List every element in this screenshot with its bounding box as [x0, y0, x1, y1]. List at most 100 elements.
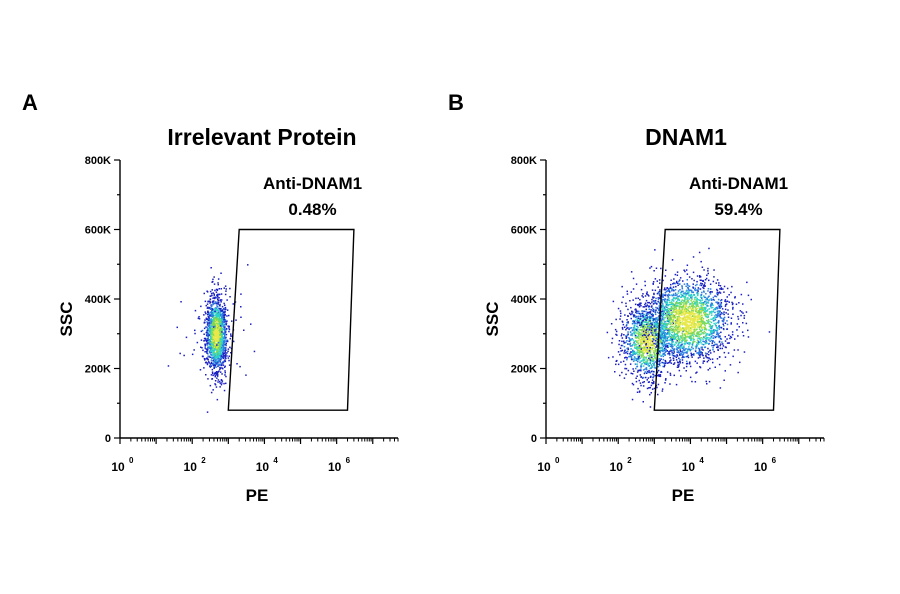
data-point — [657, 291, 660, 294]
data-point — [632, 344, 634, 346]
data-point — [686, 308, 688, 310]
data-point — [648, 381, 650, 383]
data-point — [632, 288, 635, 290]
data-point — [625, 337, 627, 339]
data-point — [633, 358, 635, 360]
data-point — [703, 323, 706, 326]
data-point — [660, 334, 662, 336]
data-point — [212, 346, 215, 349]
data-point — [720, 313, 722, 316]
data-point — [191, 353, 194, 356]
data-point — [652, 314, 654, 317]
data-point — [693, 324, 696, 327]
data-point — [712, 280, 715, 283]
data-point — [642, 319, 645, 322]
data-point — [643, 332, 645, 334]
data-point — [640, 369, 642, 372]
data-point — [224, 359, 226, 361]
data-point — [681, 318, 684, 321]
data-point — [701, 329, 704, 331]
data-point — [690, 335, 692, 337]
data-point — [647, 334, 649, 337]
data-point — [212, 303, 214, 306]
data-point — [672, 311, 674, 313]
data-point — [639, 331, 641, 334]
data-point — [218, 333, 221, 335]
data-point — [699, 366, 702, 369]
data-point — [717, 294, 719, 296]
data-point — [712, 347, 714, 349]
data-point — [630, 355, 633, 358]
data-point — [662, 355, 665, 358]
data-point — [737, 318, 740, 320]
data-point — [649, 350, 652, 352]
data-point — [689, 365, 692, 368]
data-point — [217, 307, 220, 310]
data-point — [625, 341, 627, 344]
data-point — [708, 353, 710, 356]
data-point — [623, 352, 625, 354]
data-point — [634, 359, 636, 362]
data-point — [674, 303, 677, 305]
data-point — [204, 345, 206, 347]
data-point — [220, 328, 222, 331]
data-point — [695, 300, 698, 303]
data-point — [639, 346, 641, 348]
data-point — [220, 299, 223, 301]
data-point — [625, 325, 628, 327]
data-point — [720, 327, 723, 329]
data-point — [647, 326, 649, 328]
data-point — [694, 297, 696, 299]
data-point — [219, 358, 222, 361]
data-point — [666, 320, 668, 322]
data-point — [696, 311, 699, 314]
data-point — [243, 329, 245, 331]
data-point — [732, 355, 734, 358]
data-point — [635, 337, 638, 339]
data-point — [627, 315, 629, 317]
data-point — [694, 296, 697, 299]
data-point — [691, 330, 693, 333]
data-point — [216, 322, 218, 325]
data-point — [202, 355, 204, 358]
data-point — [647, 341, 649, 344]
data-point — [626, 324, 628, 326]
data-point — [712, 337, 715, 339]
data-point — [627, 343, 629, 345]
data-point — [676, 310, 678, 312]
data-point — [654, 367, 656, 369]
x-tick-label: 10 — [184, 460, 198, 474]
data-point — [728, 294, 730, 296]
data-point — [724, 305, 727, 307]
data-point — [704, 308, 706, 310]
data-point — [638, 370, 640, 372]
data-point — [222, 349, 225, 351]
data-point — [632, 339, 635, 341]
data-point — [629, 342, 632, 345]
data-point — [709, 324, 711, 326]
data-point — [692, 286, 694, 288]
data-point — [661, 314, 663, 316]
data-point — [673, 362, 676, 364]
data-point — [648, 301, 650, 304]
data-point — [674, 315, 677, 317]
data-point — [682, 336, 684, 339]
data-point — [659, 330, 662, 332]
data-point — [225, 308, 227, 311]
data-point — [678, 302, 681, 304]
data-point — [221, 317, 223, 319]
data-point — [211, 330, 213, 332]
data-point — [216, 294, 218, 296]
data-point — [724, 336, 726, 338]
data-point — [645, 345, 647, 348]
data-point — [638, 306, 641, 308]
data-point — [222, 316, 224, 318]
data-point — [696, 341, 698, 344]
data-point — [217, 333, 219, 335]
data-point — [719, 292, 722, 294]
data-point — [679, 311, 682, 314]
data-point — [630, 317, 632, 320]
data-point — [696, 310, 699, 312]
data-point — [635, 380, 638, 383]
data-point — [661, 330, 664, 332]
